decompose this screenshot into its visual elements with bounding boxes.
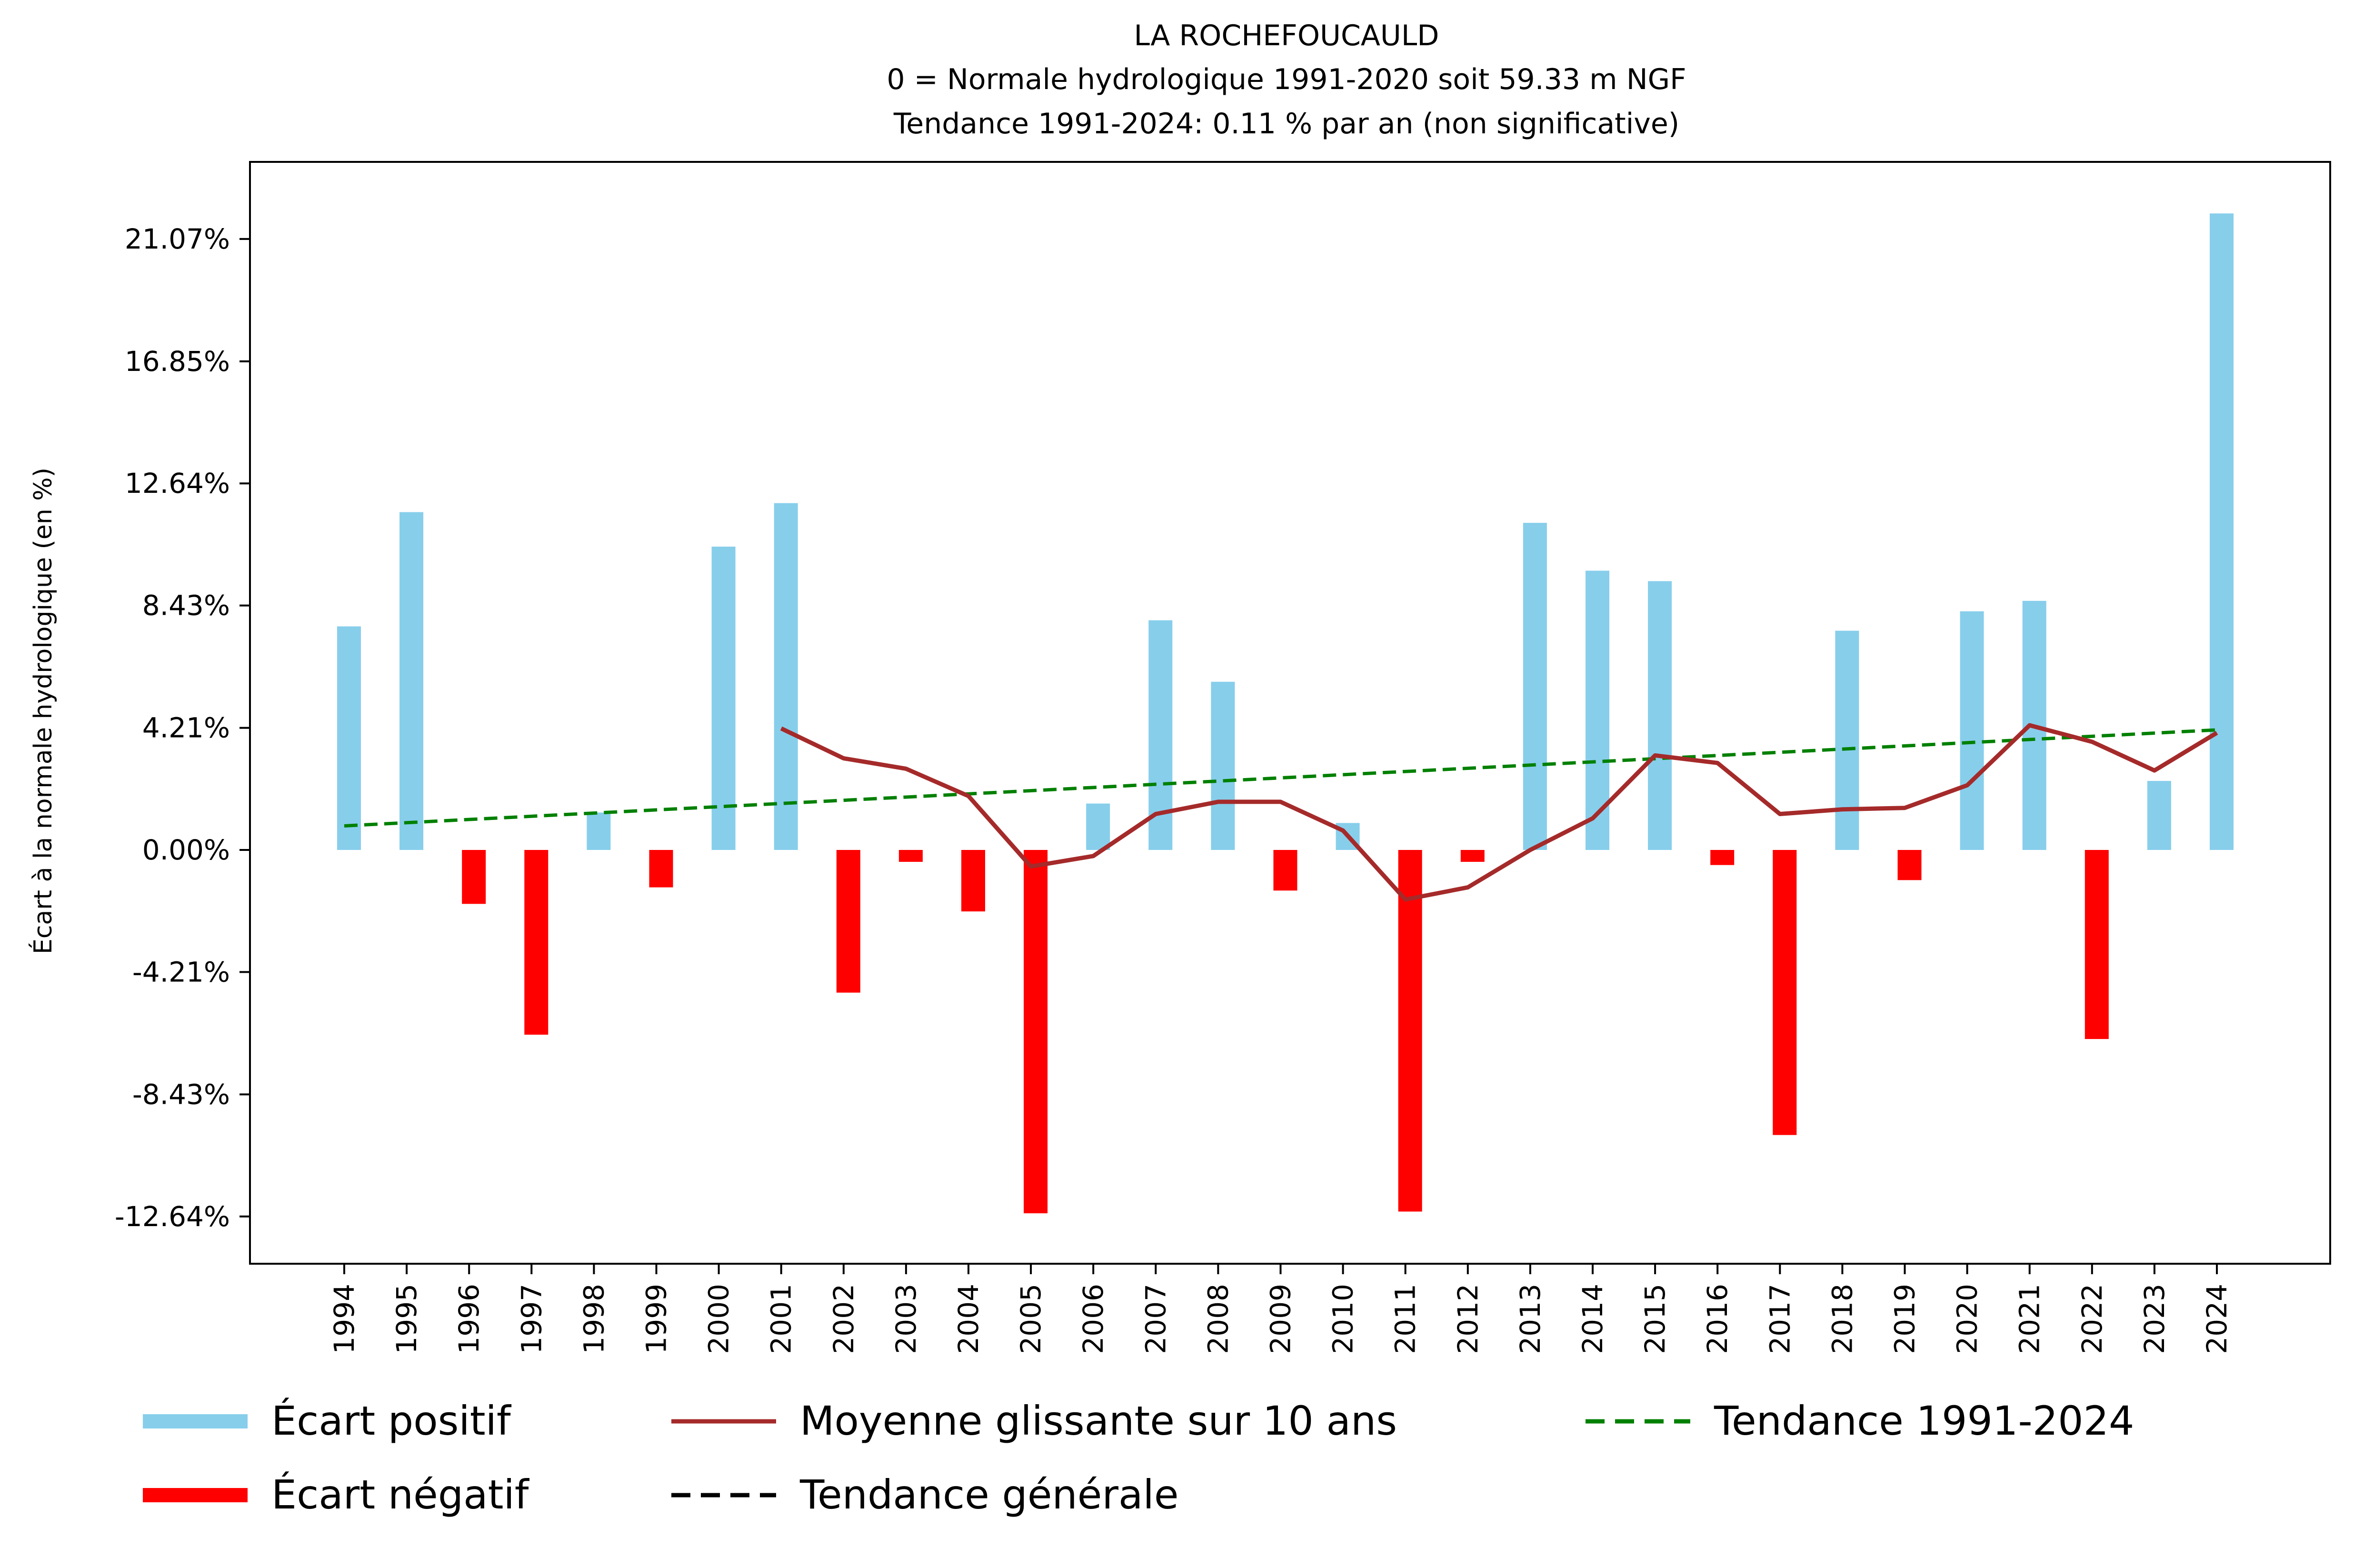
x-tick-label: 2022 (2076, 1284, 2108, 1354)
y-tick-label: -12.64% (115, 1200, 230, 1233)
x-tick-label: 2009 (1265, 1284, 1297, 1354)
x-tick-label: 1996 (453, 1284, 485, 1354)
x-tick-label: 2018 (1826, 1284, 1858, 1354)
x-tick-label: 1995 (390, 1284, 423, 1354)
bar-2001 (774, 503, 798, 850)
x-tick-label: 2013 (1514, 1284, 1546, 1354)
x-tick-label: 2007 (1139, 1284, 1172, 1354)
x-tick-label: 2011 (1389, 1284, 1422, 1354)
bar-2004 (961, 850, 985, 912)
x-tick-label: 2005 (1015, 1284, 1047, 1354)
bar-1997 (524, 850, 549, 1035)
bar-2020 (1960, 611, 1984, 850)
title-line-1: LA ROCHEFOUCAULD (1134, 19, 1439, 52)
y-tick-label: 4.21% (142, 712, 230, 744)
bar-1999 (649, 850, 673, 888)
moving-average-line (780, 723, 2218, 902)
x-tick-label: 1998 (578, 1284, 610, 1354)
x-tick-label: 2015 (1639, 1284, 1671, 1354)
y-tick-label: 21.07% (125, 223, 230, 255)
bar-2011 (1398, 850, 1422, 1212)
trend-line (344, 728, 2217, 828)
legend-label-0: Écart positif (271, 1398, 512, 1444)
bar-2015 (1648, 581, 1672, 850)
legend-label-2: Moyenne glissante sur 10 ans (800, 1398, 1397, 1444)
x-tick-label: 2016 (1701, 1284, 1734, 1354)
y-tick-label: 16.85% (125, 345, 230, 378)
x-tick-label: 2001 (765, 1284, 798, 1354)
bar-2022 (2085, 850, 2109, 1039)
axes: -12.64% -8.43% -4.21% 0.00% 4.21% 8.43% 12.64%… (115, 223, 2233, 1354)
bar-2009 (1273, 850, 1297, 891)
x-tick-label: 2008 (1202, 1284, 1234, 1354)
bar-2005 (1024, 850, 1048, 1214)
bars (337, 213, 2234, 1214)
x-tick-label: 2020 (1951, 1284, 1984, 1354)
bar-2008 (1211, 681, 1235, 850)
y-tick-label: 12.64% (125, 467, 230, 499)
y-tick-label: -4.21% (132, 956, 230, 988)
x-tick-label: 2017 (1764, 1284, 1796, 1354)
x-tick-label: 2019 (1889, 1284, 1921, 1354)
x-tick-label: 1997 (515, 1284, 548, 1354)
bar-2019 (1897, 850, 1922, 880)
x-tick-label: 2021 (2014, 1284, 2046, 1354)
bar-1994 (337, 626, 361, 850)
y-tick-label: -8.43% (132, 1078, 230, 1110)
bar-2000 (711, 546, 736, 850)
bar-2024 (2210, 213, 2234, 850)
x-tick-label: 2024 (2201, 1284, 2233, 1354)
legend-label-4: Tendance 1991-2024 (1714, 1398, 2134, 1444)
plot-frame (249, 161, 2331, 1265)
bar-2017 (1773, 850, 1797, 1135)
bar-2013 (1523, 523, 1547, 850)
bar-2006 (1086, 803, 1110, 850)
y-tick-label: 0.00% (142, 834, 230, 866)
title-line-2: 0 = Normale hydrologique 1991-2020 soit … (887, 63, 1686, 96)
x-tick-label: 2000 (703, 1284, 735, 1354)
x-tick-label: 2003 (890, 1284, 922, 1354)
title-line-3: Tendance 1991-2024: 0.11 % par an (non s… (893, 107, 1679, 140)
bar-2003 (898, 850, 923, 862)
x-tick-label: 2010 (1327, 1284, 1359, 1354)
bar-2002 (836, 850, 860, 993)
legend: Écart positif Écart négatif Moyenne glissa… (143, 1398, 2134, 1518)
bar-1995 (399, 512, 424, 850)
bar-2018 (1835, 630, 1859, 850)
legend-label-1: Écart négatif (271, 1471, 530, 1518)
x-tick-label: 2012 (1452, 1284, 1484, 1354)
chart-title: LA ROCHEFOUCAULD 0 = Normale hydrologiqu… (887, 19, 1686, 140)
bar-1996 (462, 850, 486, 904)
bar-2023 (2147, 781, 2171, 850)
x-tick-label: 2002 (828, 1284, 860, 1354)
lines (344, 723, 2218, 902)
x-tick-label: 2023 (2138, 1284, 2171, 1354)
x-tick-label: 1999 (640, 1284, 673, 1354)
x-tick-label: 2004 (952, 1284, 985, 1354)
legend-label-3: Tendance générale (799, 1471, 1179, 1518)
bar-2016 (1710, 850, 1735, 865)
bar-2012 (1460, 850, 1485, 862)
x-tick-label: 1994 (328, 1284, 360, 1354)
x-tick-label: 2014 (1576, 1284, 1609, 1354)
bar-1998 (587, 812, 611, 850)
y-axis-label: Écart à la normale hydrologique (en %) (29, 468, 58, 954)
x-tick-label: 2006 (1077, 1284, 1109, 1354)
y-tick-label: 8.43% (142, 589, 230, 622)
